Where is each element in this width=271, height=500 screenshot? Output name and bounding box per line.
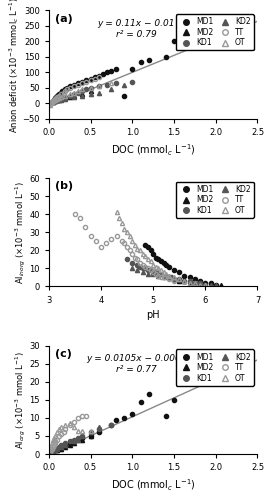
Y-axis label: Al$_{org}$ (×10$^{-3}$ mmol L$^{-1}$): Al$_{org}$ (×10$^{-3}$ mmol L$^{-1}$) [13,351,28,449]
X-axis label: pH: pH [146,310,160,320]
Y-axis label: Al$_{inorg}$ (×10$^{-3}$ mmol L$^{-1}$): Al$_{inorg}$ (×10$^{-3}$ mmol L$^{-1}$) [13,180,28,284]
Legend: MD1, MD2, KD1, KD2, TT, OT: MD1, MD2, KD1, KD2, TT, OT [176,14,254,51]
Y-axis label: Anion deficit (×10$^{-3}$ mmol$_c$ L$^{-1}$): Anion deficit (×10$^{-3}$ mmol$_c$ L$^{-… [7,0,21,132]
Text: (a): (a) [55,14,73,24]
Legend: MD1, MD2, KD1, KD2, TT, OT: MD1, MD2, KD1, KD2, TT, OT [176,182,254,218]
Text: (b): (b) [55,182,73,192]
Text: r² = 0.77: r² = 0.77 [116,365,157,374]
Text: y = 0.11x − 0.01: y = 0.11x − 0.01 [98,19,175,28]
Legend: MD1, MD2, KD1, KD2, TT, OT: MD1, MD2, KD1, KD2, TT, OT [176,350,254,386]
Text: y = 0.0105x − 0.0002: y = 0.0105x − 0.0002 [86,354,187,364]
X-axis label: DOC (mmol$_c$ L$^{-1}$): DOC (mmol$_c$ L$^{-1}$) [111,142,195,158]
X-axis label: DOC (mmol$_c$ L$^{-1}$): DOC (mmol$_c$ L$^{-1}$) [111,478,195,493]
Text: (c): (c) [55,349,72,359]
Text: r² = 0.79: r² = 0.79 [116,30,157,39]
